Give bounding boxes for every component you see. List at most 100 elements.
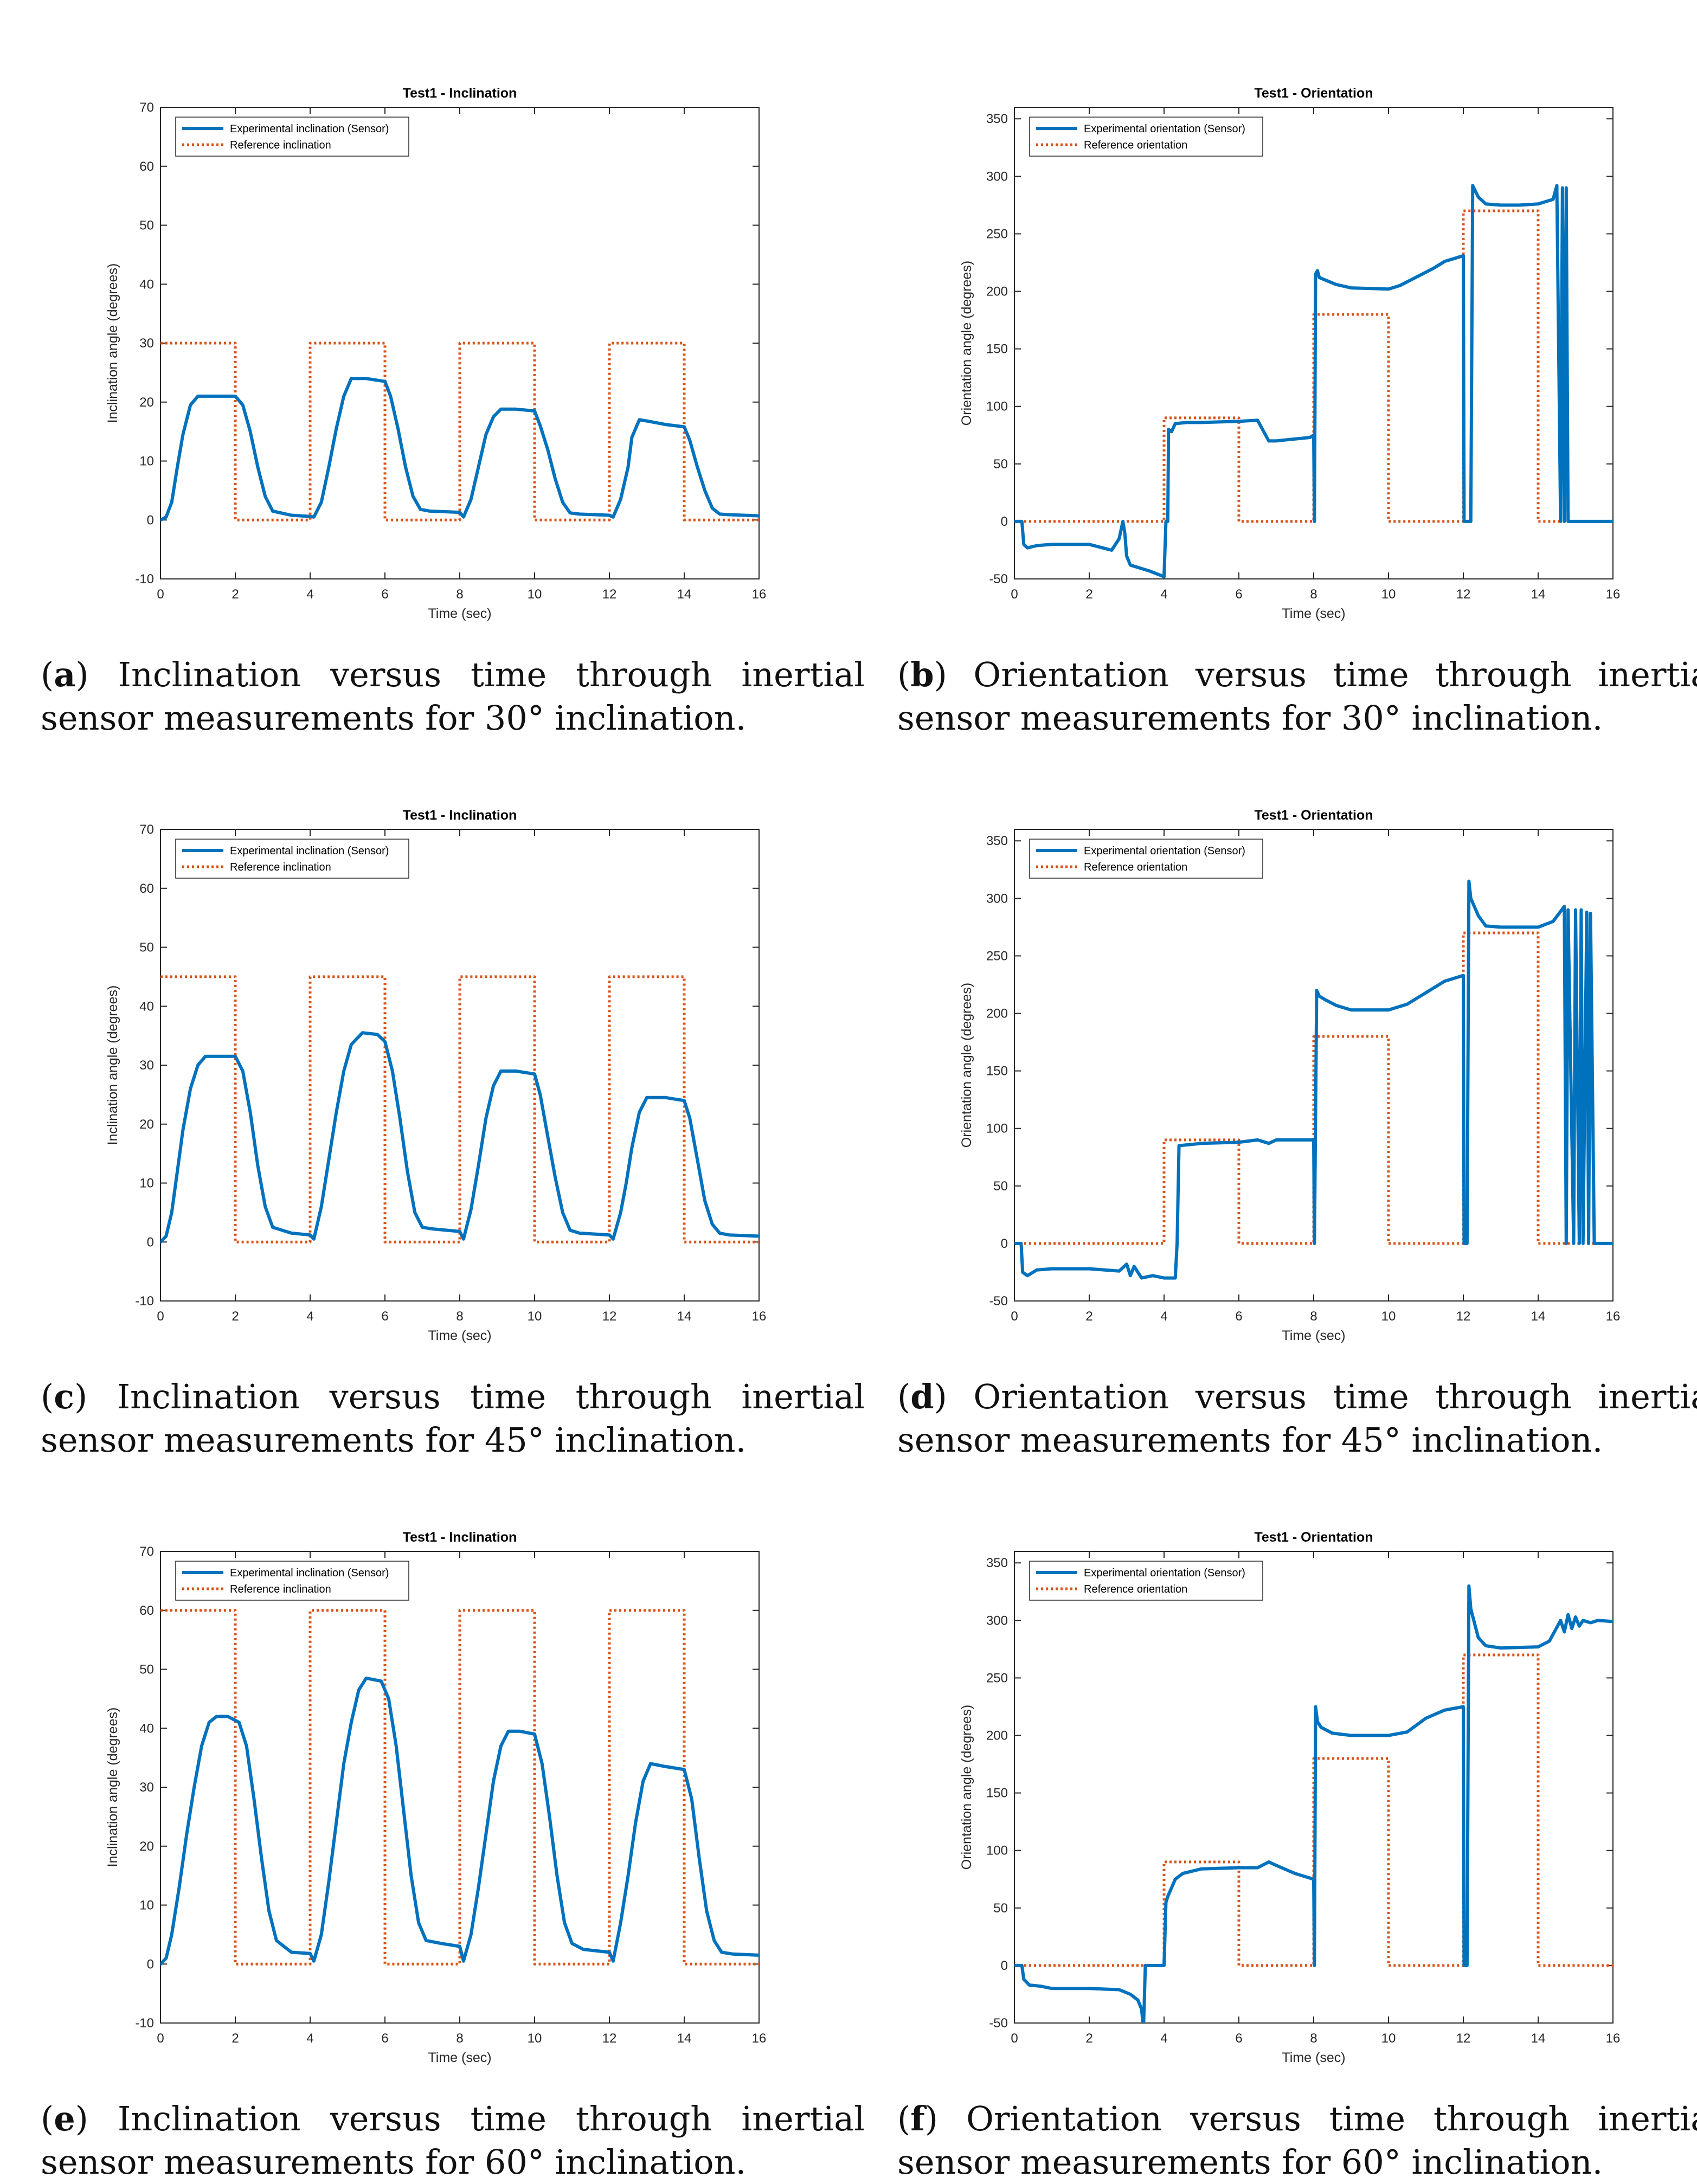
chart-title: Test1 - Orientation: [1254, 1530, 1373, 1545]
x-axis-label: Time (sec): [1282, 606, 1345, 621]
reference-series-line: [160, 1609, 759, 1966]
y-tick-label: 100: [986, 400, 1008, 414]
x-tick-label: 4: [1160, 587, 1167, 602]
caption-b: (b) Orientation versus time through iner…: [897, 653, 1697, 740]
x-tick-label: 2: [232, 2031, 239, 2046]
y-tick-label: 60: [139, 159, 154, 174]
legend-label: Experimental inclination (Sensor): [230, 123, 389, 135]
legend: [1029, 839, 1263, 879]
x-tick-label: 6: [1235, 1309, 1242, 1324]
y-axis-label: Inclination angle (degrees): [105, 985, 120, 1145]
legend-label: Reference inclination: [230, 139, 331, 151]
caption-letter: (d): [897, 1377, 947, 1416]
chart-panel-a: Test1 - Inclination 0 2 4 6 8 10 12 14 16 -10 0 10 20…: [22, 49, 797, 634]
legend-label: Experimental inclination (Sensor): [230, 1567, 389, 1579]
x-tick-label: 12: [602, 1309, 617, 1324]
y-tick-label: 70: [139, 822, 154, 837]
y-tick-label: 30: [139, 1058, 154, 1073]
y-tick-label: 100: [986, 1844, 1008, 1858]
y-tick-label: 50: [139, 218, 154, 233]
y-tick-label: -50: [989, 2016, 1008, 2031]
x-tick-label: 4: [1160, 1309, 1167, 1324]
caption-text: Inclination versus time through inertial…: [41, 655, 865, 738]
x-tick-label: 10: [1381, 587, 1396, 602]
x-tick-label: 2: [1085, 2031, 1092, 2046]
y-tick-label: 200: [986, 285, 1008, 299]
caption-letter: (c): [41, 1377, 88, 1416]
y-tick-label: 200: [986, 1007, 1008, 1021]
caption-d: (d) Orientation versus time through iner…: [897, 1375, 1697, 1462]
y-tick-label: -10: [135, 2016, 154, 2031]
y-tick-label: 40: [139, 1721, 154, 1736]
y-tick-label: 50: [139, 1663, 154, 1677]
x-tick-label: 6: [381, 1309, 388, 1324]
y-tick-label: 50: [139, 940, 154, 955]
legend: [175, 1561, 409, 1601]
caption-letter: (a): [41, 655, 89, 694]
y-tick-label: -10: [135, 1294, 154, 1309]
chart-panel-d: Test1 - Orientation 0 2 4 6 8 10 12 14 16 -50 0 50 10…: [876, 771, 1651, 1356]
chart-title: Test1 - Inclination: [403, 1530, 517, 1545]
x-tick-label: 10: [1381, 1309, 1396, 1324]
caption-c: (c) Inclination versus time through iner…: [41, 1375, 865, 1462]
x-tick-label: 16: [1606, 1309, 1621, 1324]
x-axis-label: Time (sec): [1282, 2050, 1345, 2065]
chart-panel-b: Test1 - Orientation 0 2 4 6 8 10 12 14 16 -50 0 50 10…: [876, 49, 1651, 634]
experimental-series-line: [160, 1031, 759, 1244]
legend: [1029, 1561, 1263, 1601]
caption-text: Orientation versus time through inertial…: [897, 1377, 1697, 1460]
x-axis-label: Time (sec): [1282, 1328, 1345, 1343]
reference-series-line: [1014, 931, 1613, 1245]
x-tick-label: 8: [1310, 587, 1317, 602]
y-axis-label: Orientation angle (degrees): [959, 983, 974, 1148]
x-tick-label: 12: [602, 587, 617, 602]
x-axis-label: Time (sec): [428, 2050, 491, 2065]
x-tick-label: 14: [677, 587, 692, 602]
y-tick-label: 10: [139, 1176, 154, 1191]
y-tick-label: 150: [986, 1786, 1008, 1801]
x-tick-label: 2: [1085, 587, 1092, 602]
x-tick-label: 4: [306, 1309, 313, 1324]
reference-series-line: [160, 342, 759, 521]
x-tick-label: 0: [1011, 2031, 1018, 2046]
caption-e: (e) Inclination versus time through iner…: [41, 2097, 865, 2184]
y-tick-label: 350: [986, 834, 1008, 848]
caption-text: Inclination versus time through inertial…: [41, 2099, 865, 2182]
legend-label: Reference orientation: [1084, 861, 1187, 873]
experimental-series-line: [160, 377, 759, 522]
y-tick-label: -50: [989, 1294, 1008, 1309]
x-tick-label: 8: [456, 2031, 463, 2046]
caption-text: Inclination versus time through inertial…: [41, 1377, 865, 1460]
x-tick-label: 10: [528, 2031, 542, 2046]
y-tick-label: 70: [139, 100, 154, 115]
y-tick-label: 0: [147, 513, 154, 527]
y-axis-label: Orientation angle (degrees): [959, 1705, 974, 1870]
y-tick-label: 10: [139, 454, 154, 469]
y-tick-label: 60: [139, 881, 154, 896]
y-tick-label: -10: [135, 572, 154, 587]
caption-f: (f) Orientation versus time through iner…: [897, 2097, 1697, 2184]
x-tick-label: 0: [1011, 587, 1018, 602]
experimental-series-line: [1014, 184, 1613, 578]
y-tick-label: 0: [1001, 514, 1008, 529]
x-tick-label: 8: [1310, 1309, 1317, 1324]
x-tick-label: 16: [752, 2031, 767, 2046]
x-tick-label: 16: [752, 1309, 767, 1324]
legend-label: Reference inclination: [230, 1583, 331, 1595]
y-tick-label: 50: [993, 457, 1008, 472]
y-tick-label: 0: [1001, 1958, 1008, 1973]
y-axis-label: Inclination angle (degrees): [105, 1708, 120, 1867]
caption-letter: (e): [41, 2099, 88, 2138]
y-tick-label: 70: [139, 1544, 154, 1559]
y-tick-label: 30: [139, 336, 154, 351]
x-tick-label: 12: [1456, 1309, 1471, 1324]
experimental-series-line: [160, 1676, 759, 1966]
y-tick-label: 300: [986, 891, 1008, 906]
legend: [175, 839, 409, 879]
x-tick-label: 4: [306, 2031, 313, 2046]
x-tick-label: 0: [157, 2031, 164, 2046]
